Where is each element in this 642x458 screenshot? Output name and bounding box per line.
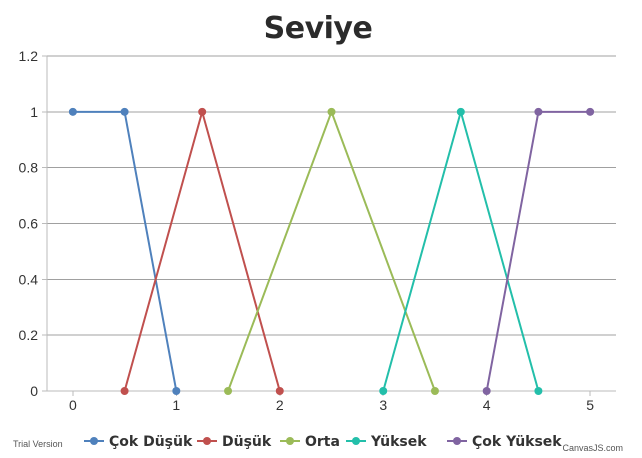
legend-label: Düşük [222, 434, 272, 450]
data-point [198, 107, 207, 116]
legend-item: Yüksek [346, 434, 427, 450]
legend-label: Yüksek [370, 434, 427, 450]
x-tick-label: 5 [586, 397, 594, 413]
x-tick-label: 3 [379, 397, 387, 413]
y-tick-label: 1 [30, 104, 38, 120]
legend-marker [90, 437, 98, 445]
y-tick-label: 0.6 [19, 216, 39, 232]
series-line [485, 110, 591, 392]
axes: 0 0.2 0.4 0.6 0.8 1 1.2 0 1 2 3 4 5 [19, 48, 616, 413]
x-tick-label: 0 [69, 397, 77, 413]
y-tick-label: 0 [30, 383, 38, 399]
data-point [430, 387, 439, 395]
x-tick-label: 2 [276, 397, 284, 413]
legend-item: Orta [280, 434, 340, 450]
legend-marker [286, 437, 294, 445]
data-point [120, 107, 129, 116]
data-point [482, 387, 491, 395]
data-point [456, 107, 465, 116]
data-point [534, 107, 543, 116]
x-tick-label: 1 [172, 397, 180, 413]
legend-marker [453, 437, 461, 445]
data-point [379, 387, 388, 395]
chart-title: Seviye [264, 11, 373, 46]
data-point [68, 107, 77, 116]
data-point [224, 387, 233, 395]
legend-label: Çok Yüksek [472, 434, 562, 450]
trial-version-label: Trial Version [13, 439, 63, 449]
legend-item: Çok Yüksek [447, 434, 562, 450]
legend-label: Çok Düşük [109, 434, 193, 450]
legend-marker [352, 437, 360, 445]
series-line [382, 110, 540, 392]
data-point [172, 387, 181, 395]
data-point [275, 387, 284, 395]
series-line [123, 110, 281, 392]
y-tick-label: 0.4 [19, 271, 39, 287]
grid-lines [47, 55, 616, 336]
series-line [72, 110, 178, 392]
y-tick-label: 0.8 [19, 160, 39, 176]
series-line [227, 110, 436, 392]
series-layer [68, 107, 595, 395]
legend-marker [203, 437, 211, 445]
series [224, 107, 439, 395]
data-point [327, 107, 336, 116]
series [68, 107, 181, 395]
legend-item: Çok Düşük [84, 434, 193, 450]
y-tick-label: 1.2 [19, 48, 39, 64]
series [379, 107, 543, 395]
data-point [586, 107, 595, 116]
series [120, 107, 284, 395]
series [482, 107, 595, 395]
data-point [120, 387, 129, 395]
data-point [534, 387, 543, 395]
legend-item: Düşük [197, 434, 272, 450]
x-tick-label: 4 [483, 397, 491, 413]
credit-link[interactable]: CanvasJS.com [562, 443, 623, 453]
legend: Çok Düşük Düşük Orta Yüksek Çok Yüksek [84, 434, 562, 450]
legend-label: Orta [305, 434, 340, 450]
y-tick-label: 0.2 [19, 327, 39, 343]
